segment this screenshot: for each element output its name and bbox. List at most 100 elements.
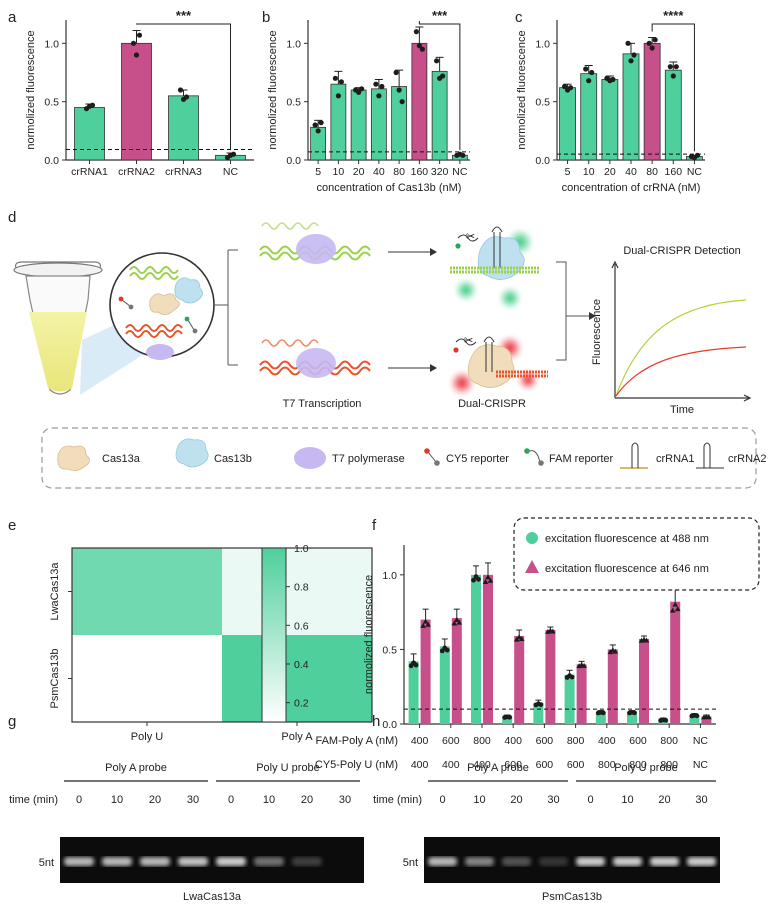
data-point bbox=[694, 713, 700, 719]
data-point bbox=[416, 43, 422, 49]
cy5-poly-u-value: 400 bbox=[442, 759, 460, 771]
chart-b: 0.0 0.5 1.0 5 10 20 40 80 160 320 NC *** normolized … bbox=[267, 8, 470, 194]
panel-d-schematic: T7 Transcription ✂ ✂ bbox=[13, 222, 767, 489]
data-point bbox=[583, 66, 589, 72]
y-tick-label: 0.0 bbox=[382, 719, 397, 731]
bar bbox=[370, 88, 387, 161]
data-point bbox=[646, 40, 652, 46]
panel-label-e: e bbox=[8, 517, 16, 534]
chart-a: 0.0 0.5 1.0 crRNA1 crRNA2 crRNA3 NC *** normoliz… bbox=[25, 8, 254, 178]
bar-646nm bbox=[451, 618, 462, 724]
fam-reporter-icon bbox=[524, 448, 544, 466]
fam-poly-a-value: 800 bbox=[473, 735, 491, 747]
data-point bbox=[420, 622, 426, 628]
colorbar-tick-label: 1.0 bbox=[294, 543, 309, 555]
x-tick-label: 40 bbox=[625, 166, 637, 178]
bar bbox=[350, 89, 367, 161]
bar-646nm bbox=[639, 638, 649, 724]
schematic-legend: Cas13a Cas13b T7 polymerase CY5 reporter… bbox=[41, 427, 767, 489]
gel-time-label: 10 bbox=[621, 794, 633, 806]
x-axis-label: concentration of crRNA (nM) bbox=[562, 182, 701, 194]
data-point bbox=[538, 702, 544, 708]
bar bbox=[622, 53, 640, 161]
legend-cy5-reporter: CY5 reporter bbox=[446, 453, 509, 465]
heatmap-cell bbox=[222, 635, 372, 722]
legend-cas13b: Cas13b bbox=[214, 453, 252, 465]
cy5-poly-u-value: 800 bbox=[598, 759, 616, 771]
data-point bbox=[393, 69, 399, 76]
detection-plot-ylabel: Fluorescence bbox=[591, 299, 603, 365]
x-tick-label: crRNA2 bbox=[118, 166, 155, 178]
data-point bbox=[89, 102, 96, 108]
branch-connector bbox=[214, 249, 238, 366]
bar-646nm bbox=[420, 619, 431, 724]
legend-646nm-marker bbox=[525, 560, 539, 573]
gel-time-axis-label: time (min) bbox=[9, 794, 58, 806]
bar bbox=[643, 42, 661, 161]
bar bbox=[391, 86, 408, 161]
crrna1-icon bbox=[620, 442, 648, 469]
panel-label-g: g bbox=[8, 713, 16, 730]
fam-poly-a-value: 400 bbox=[598, 735, 616, 747]
merge-connector bbox=[556, 261, 590, 361]
data-point bbox=[581, 662, 587, 668]
chart-f-legend-box bbox=[513, 517, 760, 591]
detection-plot-xlabel: Time bbox=[670, 404, 694, 416]
bar-488nm bbox=[595, 712, 606, 724]
y-axis-label: normolized fluorescence bbox=[363, 575, 375, 694]
gel-band bbox=[502, 857, 531, 866]
gel-marker-label: 5nt bbox=[403, 857, 418, 869]
gel-time-label: 30 bbox=[339, 794, 351, 806]
data-point bbox=[356, 89, 362, 95]
bar-646nm bbox=[576, 664, 587, 724]
data-point bbox=[516, 634, 522, 640]
gel-time-label: 0 bbox=[228, 794, 234, 806]
bar bbox=[601, 79, 619, 161]
panel-label-d: d bbox=[8, 209, 16, 226]
cy5-poly-u-value: 600 bbox=[567, 759, 585, 771]
fam-poly-a-row-label: FAM-Poly A (nM) bbox=[315, 735, 398, 747]
x-tick-label: NC bbox=[223, 166, 239, 178]
fam-poly-a-value: 600 bbox=[536, 735, 554, 747]
data-point bbox=[136, 32, 143, 38]
data-point bbox=[451, 620, 458, 626]
panel-label-a: a bbox=[8, 9, 17, 26]
t7-polymerase-icon bbox=[294, 447, 326, 469]
heatmap-frame bbox=[71, 547, 373, 723]
gel-time-label: 10 bbox=[111, 794, 123, 806]
y-tick-label: 0.5 bbox=[44, 97, 59, 109]
bar-488nm bbox=[471, 574, 481, 724]
y-tick-label: 0.5 bbox=[382, 644, 397, 656]
gel-band bbox=[254, 857, 284, 866]
data-point bbox=[600, 710, 606, 716]
bottom-transcription bbox=[259, 339, 437, 378]
data-point bbox=[376, 93, 382, 99]
data-point bbox=[332, 75, 338, 81]
bar bbox=[411, 42, 428, 161]
y-tick-label: 0.0 bbox=[44, 155, 59, 167]
detection-plot-title: Dual-CRISPR Detection bbox=[623, 245, 740, 257]
data-point bbox=[425, 621, 431, 627]
data-point bbox=[130, 40, 137, 46]
data-point bbox=[518, 635, 525, 641]
data-point bbox=[359, 86, 365, 92]
bar bbox=[168, 95, 199, 161]
t7-transcription-label: T7 Transcription bbox=[283, 398, 362, 410]
x-tick-label: NC bbox=[452, 166, 468, 178]
bar bbox=[559, 87, 576, 161]
data-point bbox=[315, 128, 321, 134]
bar-488nm bbox=[439, 646, 450, 724]
data-point bbox=[673, 64, 679, 70]
gel-band bbox=[216, 857, 246, 866]
chart-f: 0.0 0.5 1.0 400 400 600 400 800 400 400 600 600 600 8… bbox=[315, 517, 760, 771]
gel-band bbox=[465, 857, 494, 866]
significance-label: **** bbox=[663, 8, 684, 23]
y-tick-label: 1.0 bbox=[535, 38, 550, 50]
fam-poly-a-value: 600 bbox=[629, 735, 647, 747]
data-point bbox=[586, 78, 592, 84]
gel-band bbox=[140, 857, 170, 866]
gel-time-label: 30 bbox=[547, 794, 559, 806]
colorbar-tick-label: 0.8 bbox=[294, 582, 309, 594]
y-tick-label: 1.0 bbox=[286, 38, 301, 50]
reaction-tube-icon bbox=[13, 261, 158, 395]
